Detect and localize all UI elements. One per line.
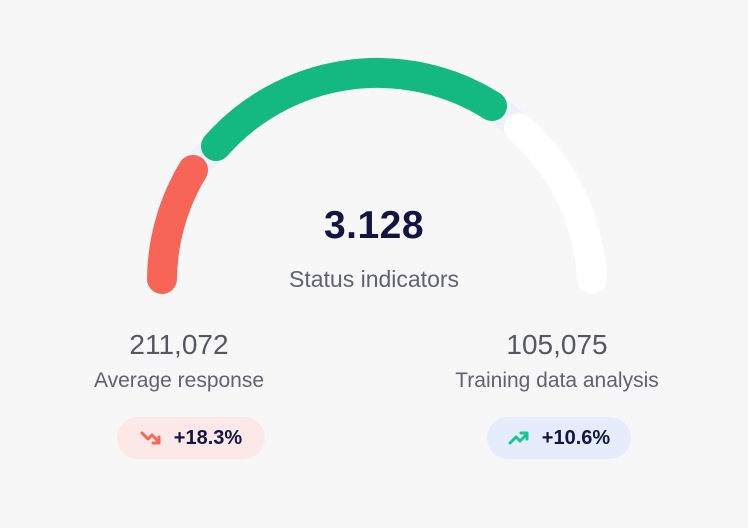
stat-average-response: 211,072 Average response (48, 328, 310, 394)
change-value: +10.6% (541, 426, 611, 449)
trend-up-icon (508, 429, 530, 447)
stat-label: Average response (93, 369, 265, 392)
change-badge-training-data-analysis: +10.6% (487, 417, 631, 459)
stat-label: Training data analysis (455, 369, 659, 392)
gauge-value: 3.128 (323, 204, 425, 247)
gauge-segment-mid (201, 57, 507, 161)
change-value: +18.3% (173, 426, 243, 449)
stat-value: 211,072 (129, 329, 229, 360)
stat-training-data-analysis: 105,075 Training data analysis (418, 328, 696, 394)
gauge-segment-high (504, 113, 607, 294)
stat-value: 105,075 (506, 329, 608, 360)
gauge-label: Status indicators (288, 266, 460, 292)
change-badge-average-response: +18.3% (117, 417, 265, 459)
trend-down-icon (140, 429, 162, 447)
gauge-segment-low (147, 155, 208, 294)
